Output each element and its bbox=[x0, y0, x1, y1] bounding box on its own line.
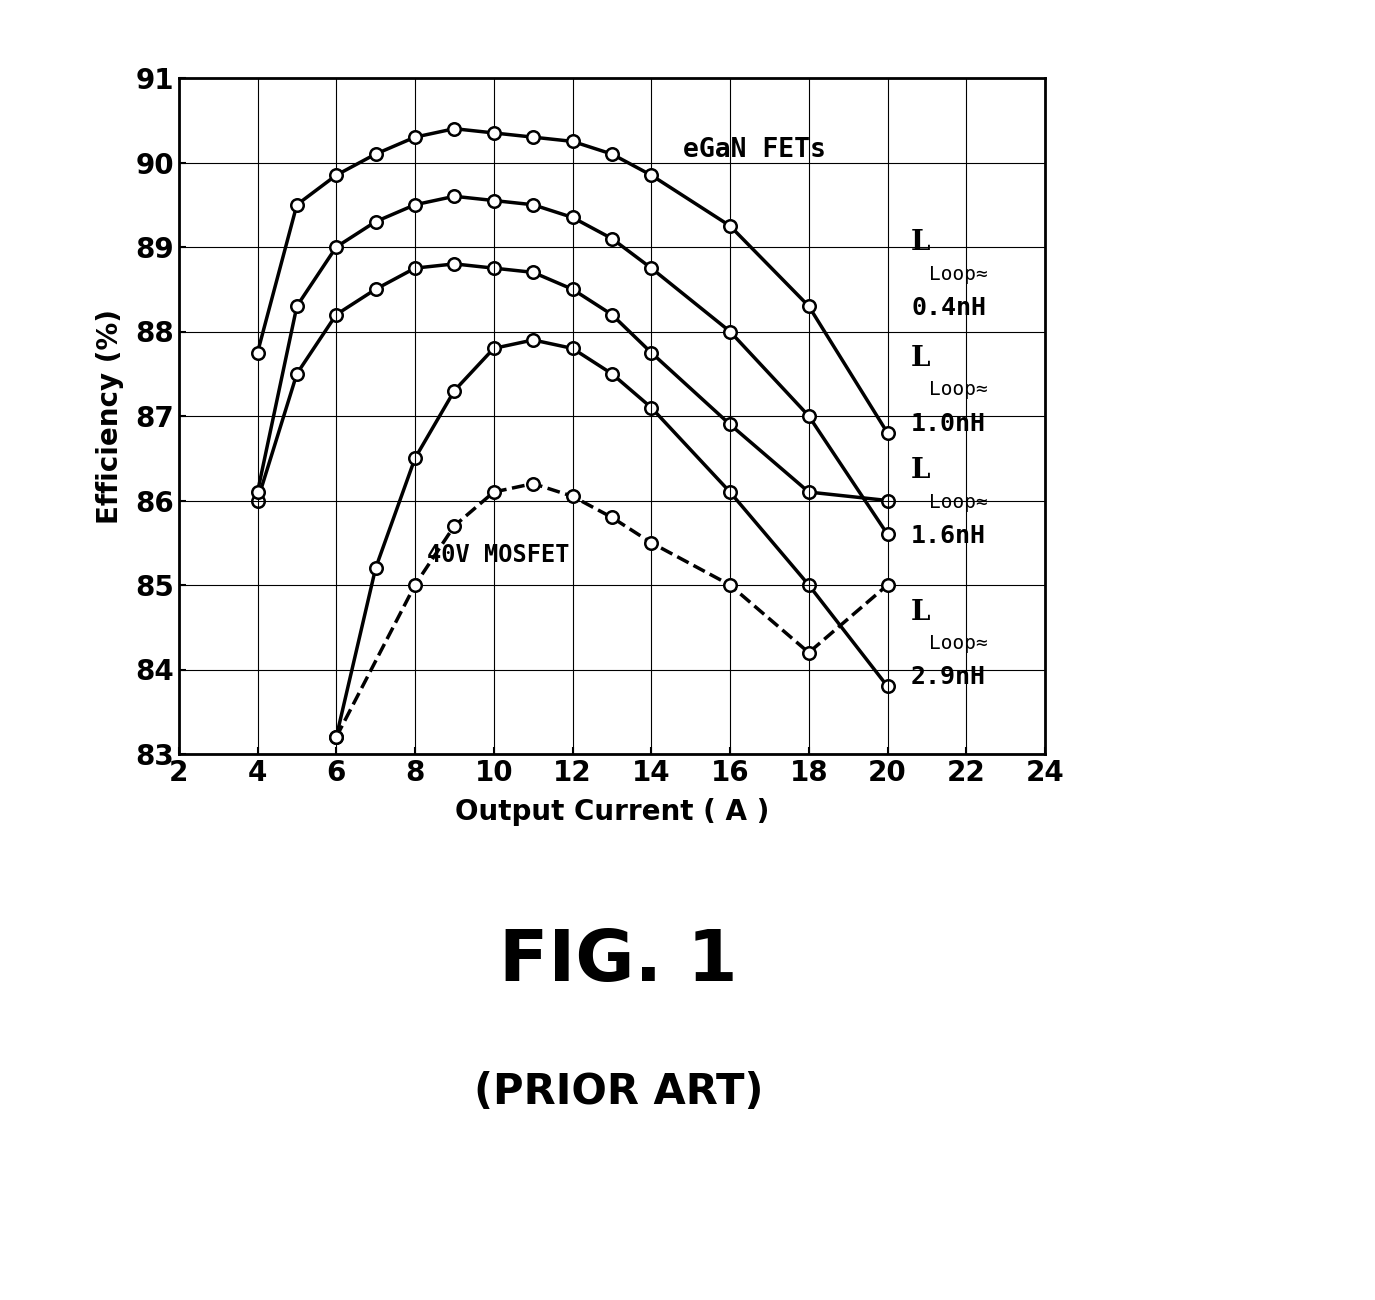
X-axis label: Output Current ( A ): Output Current ( A ) bbox=[455, 798, 769, 826]
Text: 2.9nH: 2.9nH bbox=[912, 666, 986, 689]
Text: Loop≈: Loop≈ bbox=[930, 264, 987, 283]
Text: 40V MOSFET: 40V MOSFET bbox=[426, 543, 569, 567]
Y-axis label: Efficiency (%): Efficiency (%) bbox=[96, 308, 124, 524]
Text: L: L bbox=[912, 598, 931, 625]
Text: (PRIOR ART): (PRIOR ART) bbox=[474, 1071, 763, 1113]
Text: FIG. 1: FIG. 1 bbox=[499, 927, 738, 997]
Text: 1.0nH: 1.0nH bbox=[912, 412, 986, 436]
Text: L: L bbox=[912, 458, 931, 485]
Text: 1.6nH: 1.6nH bbox=[912, 524, 986, 549]
Text: L: L bbox=[912, 229, 931, 256]
Text: 0.4nH: 0.4nH bbox=[912, 296, 986, 320]
Text: Loop≈: Loop≈ bbox=[930, 381, 987, 399]
Text: Loop≈: Loop≈ bbox=[930, 634, 987, 653]
Text: Loop≈: Loop≈ bbox=[930, 493, 987, 512]
Text: eGaN FETs: eGaN FETs bbox=[683, 136, 825, 162]
Text: L: L bbox=[912, 344, 931, 372]
